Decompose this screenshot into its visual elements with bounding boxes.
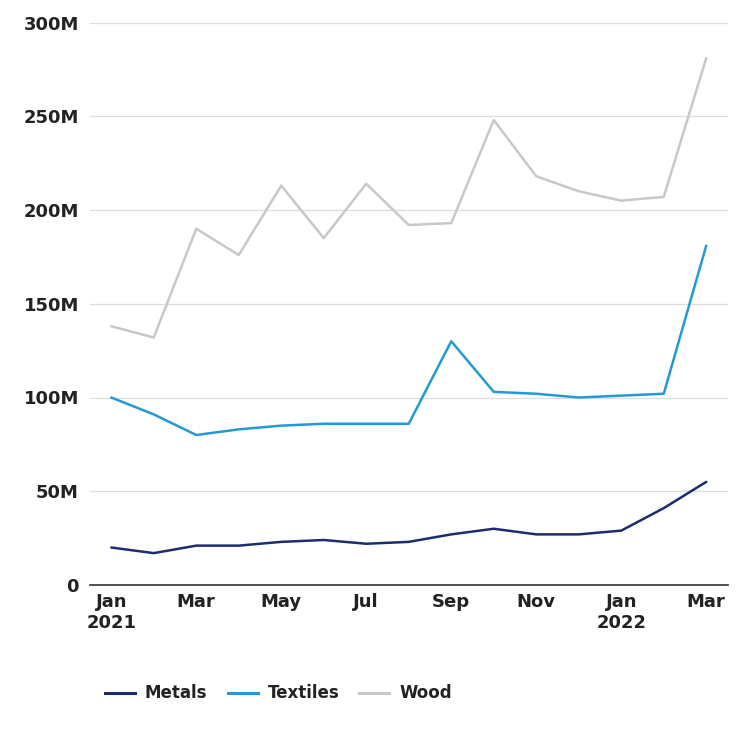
Legend: Metals, Textiles, Wood: Metals, Textiles, Wood bbox=[98, 678, 458, 709]
